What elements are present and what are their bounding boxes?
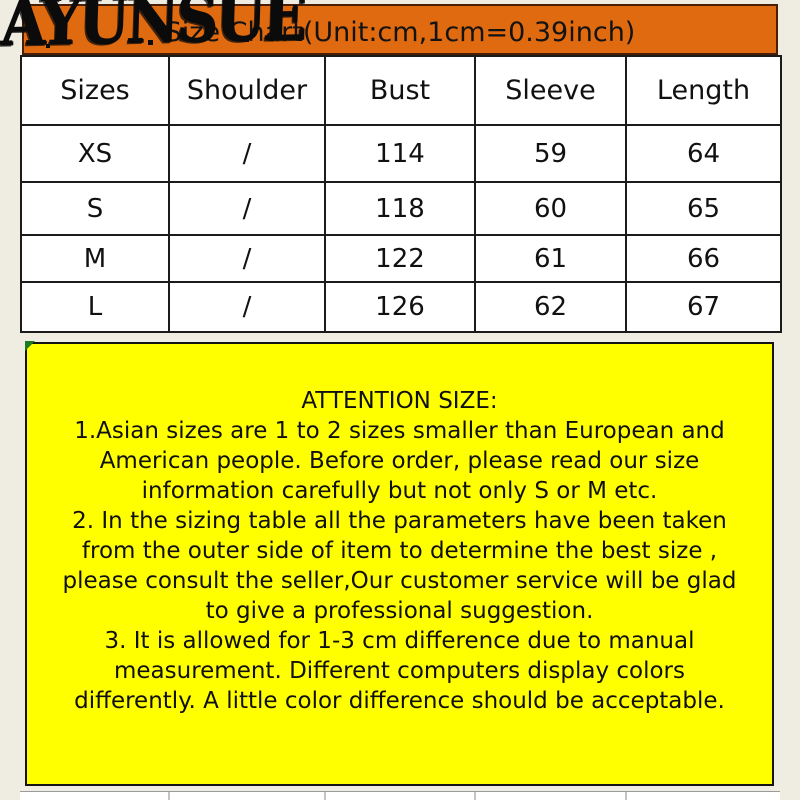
attention-line-9: measurement. Different computers display… <box>113 658 685 684</box>
table-row-s: S / 118 60 65 <box>20 181 782 236</box>
grid-line <box>324 792 326 800</box>
cell-length: 67 <box>625 281 782 333</box>
attention-title: ATTENTION SIZE: <box>301 388 498 414</box>
size-chart-title: Size Chart(Unit:cm,1cm=0.39inch) <box>164 17 636 48</box>
attention-line-1: 1.Asian sizes are 1 to 2 sizes smaller t… <box>74 418 725 444</box>
cell-bust: 122 <box>324 234 476 283</box>
cell-bust: 126 <box>324 281 476 333</box>
attention-line-3: information carefully but not only S or … <box>141 478 658 504</box>
cell-sleeve: 60 <box>474 181 627 236</box>
grid-line <box>625 792 627 800</box>
attention-line-4: 2. In the sizing table all the parameter… <box>72 508 727 534</box>
cell-length: 64 <box>625 124 782 183</box>
attention-line-7: to give a professional suggestion. <box>205 598 594 624</box>
ink-splatter-dot <box>46 44 50 48</box>
cell-sleeve: 62 <box>474 281 627 333</box>
col-header-shoulder: Shoulder <box>168 55 326 126</box>
attention-box: ATTENTION SIZE: 1.Asian sizes are 1 to 2… <box>25 342 774 786</box>
cell-bust: 118 <box>324 181 476 236</box>
cell-sleeve: 59 <box>474 124 627 183</box>
cell-bust: 114 <box>324 124 476 183</box>
cell-corner-marker <box>25 341 35 351</box>
cell-size: M <box>20 234 170 283</box>
attention-line-8: 3. It is allowed for 1-3 cm difference d… <box>104 628 695 654</box>
ink-splatter-dot <box>243 37 249 42</box>
attention-line-2: American people. Before order, please re… <box>99 448 700 474</box>
ink-splatter-dot <box>148 40 153 45</box>
cell-size: S <box>20 181 170 236</box>
size-chart-header: Size Chart(Unit:cm,1cm=0.39inch) <box>22 4 778 55</box>
cell-length: 65 <box>625 181 782 236</box>
table-row-m: M / 122 61 66 <box>20 234 782 283</box>
grid-line <box>474 792 476 800</box>
cell-shoulder: / <box>168 124 326 183</box>
col-header-sleeve: Sleeve <box>474 55 627 126</box>
cell-size: L <box>20 281 170 333</box>
cell-shoulder: / <box>168 181 326 236</box>
attention-line-10: differently. A little color difference s… <box>74 688 725 714</box>
size-table: Sizes Shoulder Bust Sleeve Length XS / 1… <box>20 55 782 333</box>
brand-watermark: AYUNSUE <box>0 0 306 61</box>
table-row-xs: XS / 114 59 64 <box>20 124 782 183</box>
cell-shoulder: / <box>168 234 326 283</box>
cell-shoulder: / <box>168 281 326 333</box>
col-header-sizes: Sizes <box>20 55 170 126</box>
table-header-row: Sizes Shoulder Bust Sleeve Length <box>20 55 782 126</box>
bottom-row-strip <box>20 791 780 800</box>
grid-line <box>168 792 170 800</box>
cell-sleeve: 61 <box>474 234 627 283</box>
cell-length: 66 <box>625 234 782 283</box>
col-header-length: Length <box>625 55 782 126</box>
col-header-bust: Bust <box>324 55 476 126</box>
attention-line-5: from the outer side of item to determine… <box>81 538 718 564</box>
cell-size: XS <box>20 124 170 183</box>
attention-line-6: please consult the seller,Our customer s… <box>62 568 737 594</box>
table-row-l: L / 126 62 67 <box>20 281 782 333</box>
